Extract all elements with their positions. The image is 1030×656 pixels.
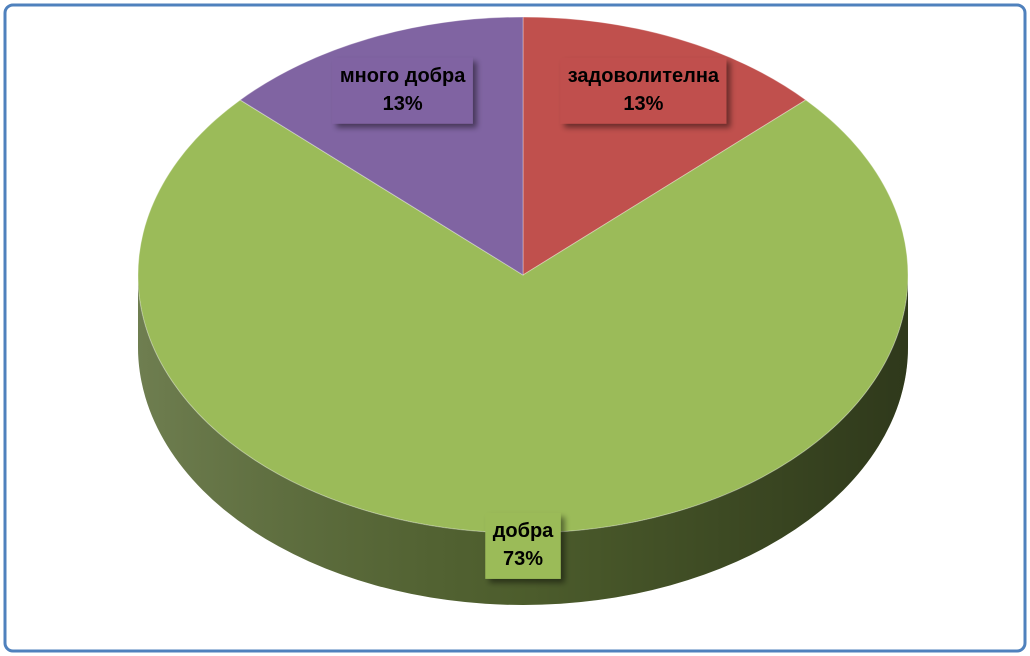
data-label: задоволителна 13% xyxy=(560,57,727,124)
data-label-box xyxy=(560,57,727,124)
value-label: 13% xyxy=(383,93,423,115)
pie-side-shade xyxy=(138,275,908,605)
category-label: добра xyxy=(493,520,554,542)
category-label: задоволителна xyxy=(568,65,720,87)
category-label: много добра xyxy=(340,65,466,87)
value-label: 13% xyxy=(623,93,663,115)
data-label-box xyxy=(332,57,473,124)
data-label-box xyxy=(485,512,561,579)
data-label: добра 73% xyxy=(485,512,561,579)
data-label: много добра 13% xyxy=(332,57,473,124)
value-label: 73% xyxy=(503,548,543,570)
